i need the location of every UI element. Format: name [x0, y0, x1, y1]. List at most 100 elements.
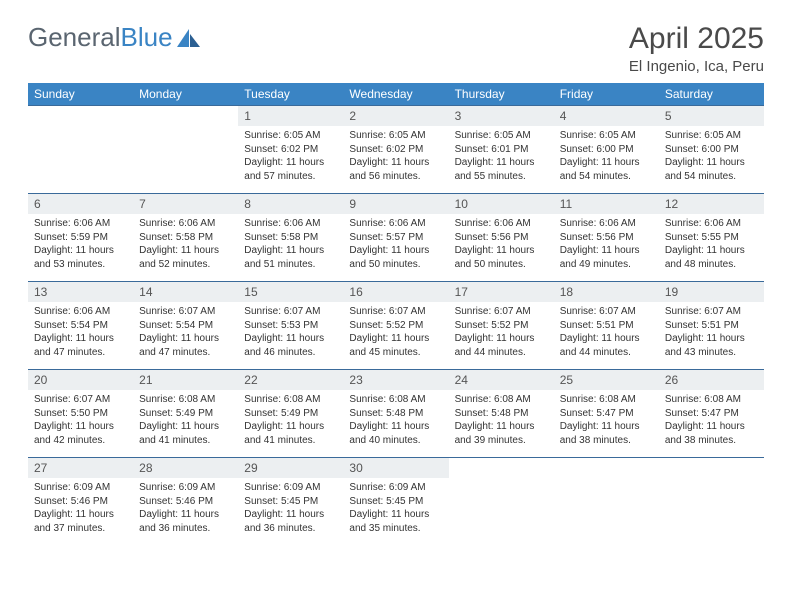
day-content-cell: Sunrise: 6:08 AMSunset: 5:48 PMDaylight:…	[343, 390, 448, 458]
day-content-cell: Sunrise: 6:06 AMSunset: 5:55 PMDaylight:…	[659, 214, 764, 282]
sunset-text: Sunset: 5:51 PM	[665, 319, 758, 333]
day-content-cell: Sunrise: 6:07 AMSunset: 5:51 PMDaylight:…	[659, 302, 764, 370]
daylight-text: Daylight: 11 hours and 39 minutes.	[455, 420, 548, 447]
sunset-text: Sunset: 5:58 PM	[139, 231, 232, 245]
day-number-cell: 11	[554, 194, 659, 215]
sunrise-text: Sunrise: 6:05 AM	[455, 129, 548, 143]
day-content-cell	[449, 478, 554, 545]
sunrise-text: Sunrise: 6:06 AM	[34, 217, 127, 231]
daylight-text: Daylight: 11 hours and 38 minutes.	[560, 420, 653, 447]
day-content-cell: Sunrise: 6:07 AMSunset: 5:52 PMDaylight:…	[343, 302, 448, 370]
day-number-row: 27282930	[28, 458, 764, 479]
sunset-text: Sunset: 5:57 PM	[349, 231, 442, 245]
col-saturday: Saturday	[659, 83, 764, 106]
day-content-cell: Sunrise: 6:09 AMSunset: 5:45 PMDaylight:…	[343, 478, 448, 545]
day-content-cell: Sunrise: 6:08 AMSunset: 5:49 PMDaylight:…	[133, 390, 238, 458]
day-content-cell	[28, 126, 133, 194]
daylight-text: Daylight: 11 hours and 35 minutes.	[349, 508, 442, 535]
day-number-cell	[659, 458, 764, 479]
sunrise-text: Sunrise: 6:07 AM	[349, 305, 442, 319]
day-number-cell: 9	[343, 194, 448, 215]
sunset-text: Sunset: 5:52 PM	[455, 319, 548, 333]
sunset-text: Sunset: 6:01 PM	[455, 143, 548, 157]
day-content-cell: Sunrise: 6:05 AMSunset: 6:00 PMDaylight:…	[554, 126, 659, 194]
calendar-table: Sunday Monday Tuesday Wednesday Thursday…	[28, 83, 764, 545]
sunset-text: Sunset: 6:02 PM	[244, 143, 337, 157]
day-number-cell: 28	[133, 458, 238, 479]
day-content-cell: Sunrise: 6:09 AMSunset: 5:45 PMDaylight:…	[238, 478, 343, 545]
day-number-cell: 18	[554, 282, 659, 303]
col-friday: Friday	[554, 83, 659, 106]
location-text: El Ingenio, Ica, Peru	[629, 58, 764, 75]
daylight-text: Daylight: 11 hours and 54 minutes.	[665, 156, 758, 183]
daylight-text: Daylight: 11 hours and 47 minutes.	[34, 332, 127, 359]
day-number-cell: 5	[659, 106, 764, 127]
sunset-text: Sunset: 5:50 PM	[34, 407, 127, 421]
day-content-row: Sunrise: 6:07 AMSunset: 5:50 PMDaylight:…	[28, 390, 764, 458]
day-content-cell: Sunrise: 6:05 AMSunset: 6:01 PMDaylight:…	[449, 126, 554, 194]
daylight-text: Daylight: 11 hours and 36 minutes.	[139, 508, 232, 535]
sunrise-text: Sunrise: 6:07 AM	[560, 305, 653, 319]
day-content-cell: Sunrise: 6:09 AMSunset: 5:46 PMDaylight:…	[133, 478, 238, 545]
day-content-cell: Sunrise: 6:07 AMSunset: 5:52 PMDaylight:…	[449, 302, 554, 370]
sunrise-text: Sunrise: 6:05 AM	[665, 129, 758, 143]
sunset-text: Sunset: 6:02 PM	[349, 143, 442, 157]
sunset-text: Sunset: 5:47 PM	[665, 407, 758, 421]
daylight-text: Daylight: 11 hours and 57 minutes.	[244, 156, 337, 183]
day-number-cell: 24	[449, 370, 554, 391]
daylight-text: Daylight: 11 hours and 52 minutes.	[139, 244, 232, 271]
sunrise-text: Sunrise: 6:07 AM	[455, 305, 548, 319]
day-number-cell: 15	[238, 282, 343, 303]
day-number-cell: 17	[449, 282, 554, 303]
sunrise-text: Sunrise: 6:08 AM	[139, 393, 232, 407]
title-block: April 2025 El Ingenio, Ica, Peru	[629, 22, 764, 75]
sunset-text: Sunset: 6:00 PM	[665, 143, 758, 157]
sunset-text: Sunset: 5:54 PM	[139, 319, 232, 333]
day-number-cell	[133, 106, 238, 127]
sunrise-text: Sunrise: 6:08 AM	[665, 393, 758, 407]
daylight-text: Daylight: 11 hours and 55 minutes.	[455, 156, 548, 183]
col-monday: Monday	[133, 83, 238, 106]
day-content-row: Sunrise: 6:05 AMSunset: 6:02 PMDaylight:…	[28, 126, 764, 194]
day-number-cell: 21	[133, 370, 238, 391]
daylight-text: Daylight: 11 hours and 43 minutes.	[665, 332, 758, 359]
logo: GeneralBlue	[28, 22, 202, 53]
sunrise-text: Sunrise: 6:06 AM	[244, 217, 337, 231]
daylight-text: Daylight: 11 hours and 41 minutes.	[139, 420, 232, 447]
day-content-cell: Sunrise: 6:07 AMSunset: 5:54 PMDaylight:…	[133, 302, 238, 370]
sunrise-text: Sunrise: 6:09 AM	[244, 481, 337, 495]
day-number-cell: 12	[659, 194, 764, 215]
sunset-text: Sunset: 5:53 PM	[244, 319, 337, 333]
day-content-cell: Sunrise: 6:05 AMSunset: 6:00 PMDaylight:…	[659, 126, 764, 194]
header: GeneralBlue April 2025 El Ingenio, Ica, …	[28, 22, 764, 75]
sunset-text: Sunset: 5:49 PM	[244, 407, 337, 421]
day-content-cell: Sunrise: 6:06 AMSunset: 5:56 PMDaylight:…	[449, 214, 554, 282]
sunset-text: Sunset: 5:59 PM	[34, 231, 127, 245]
col-wednesday: Wednesday	[343, 83, 448, 106]
day-number-cell: 4	[554, 106, 659, 127]
daylight-text: Daylight: 11 hours and 47 minutes.	[139, 332, 232, 359]
day-number-cell: 25	[554, 370, 659, 391]
sunset-text: Sunset: 5:47 PM	[560, 407, 653, 421]
sunset-text: Sunset: 6:00 PM	[560, 143, 653, 157]
day-number-row: 6789101112	[28, 194, 764, 215]
sunrise-text: Sunrise: 6:08 AM	[455, 393, 548, 407]
sunrise-text: Sunrise: 6:05 AM	[560, 129, 653, 143]
day-number-cell: 14	[133, 282, 238, 303]
col-tuesday: Tuesday	[238, 83, 343, 106]
sunrise-text: Sunrise: 6:08 AM	[560, 393, 653, 407]
day-content-cell: Sunrise: 6:07 AMSunset: 5:51 PMDaylight:…	[554, 302, 659, 370]
day-content-cell: Sunrise: 6:08 AMSunset: 5:47 PMDaylight:…	[554, 390, 659, 458]
sunset-text: Sunset: 5:56 PM	[455, 231, 548, 245]
daylight-text: Daylight: 11 hours and 37 minutes.	[34, 508, 127, 535]
day-content-cell: Sunrise: 6:07 AMSunset: 5:53 PMDaylight:…	[238, 302, 343, 370]
day-number-cell: 30	[343, 458, 448, 479]
day-content-cell: Sunrise: 6:05 AMSunset: 6:02 PMDaylight:…	[238, 126, 343, 194]
day-number-cell: 26	[659, 370, 764, 391]
day-number-row: 20212223242526	[28, 370, 764, 391]
sunset-text: Sunset: 5:48 PM	[349, 407, 442, 421]
daylight-text: Daylight: 11 hours and 51 minutes.	[244, 244, 337, 271]
day-content-row: Sunrise: 6:06 AMSunset: 5:59 PMDaylight:…	[28, 214, 764, 282]
daylight-text: Daylight: 11 hours and 53 minutes.	[34, 244, 127, 271]
day-number-cell: 2	[343, 106, 448, 127]
